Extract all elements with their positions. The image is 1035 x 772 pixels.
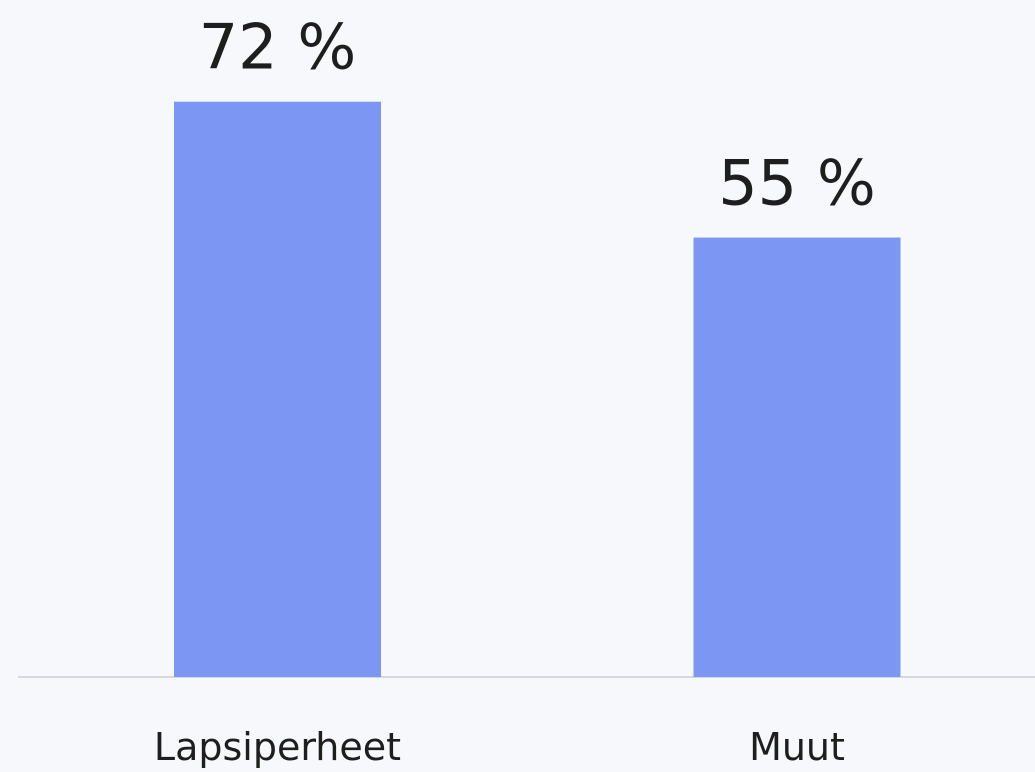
bar: [174, 101, 381, 678]
x-tick-label: Lapsiperheet: [154, 725, 401, 769]
value-label: 55 %: [718, 147, 876, 220]
value-label: 72 %: [199, 11, 357, 84]
bar: [693, 237, 901, 678]
x-tick-label: Muut: [749, 725, 845, 769]
